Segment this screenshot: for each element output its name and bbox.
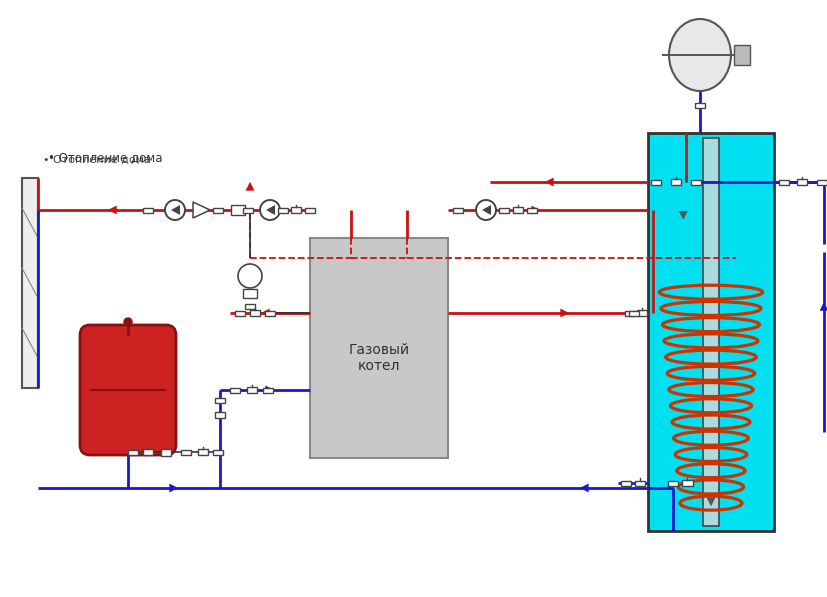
Bar [235, 310, 245, 315]
Bar [278, 208, 288, 213]
Bar [670, 179, 681, 184]
Bar [512, 207, 523, 213]
Bar [636, 310, 647, 316]
Bar [796, 179, 806, 184]
Bar [231, 205, 245, 215]
Bar [499, 208, 509, 213]
Bar [198, 450, 208, 455]
Circle shape [124, 318, 131, 326]
Bar [304, 208, 314, 213]
Bar [215, 398, 225, 402]
Bar [265, 310, 275, 315]
Bar [242, 288, 256, 297]
Bar [778, 180, 788, 184]
Bar [242, 208, 253, 213]
Bar [691, 180, 700, 184]
Bar [230, 387, 240, 392]
Bar [629, 310, 638, 315]
Bar [263, 387, 273, 392]
Bar [650, 180, 660, 184]
Bar [214, 413, 225, 418]
FancyBboxPatch shape [80, 325, 176, 455]
Bar [681, 481, 691, 486]
Bar [624, 310, 634, 315]
Bar [733, 45, 749, 65]
Polygon shape [193, 202, 210, 218]
Bar [160, 448, 171, 456]
Bar [667, 481, 677, 485]
Bar [816, 180, 826, 184]
Bar [526, 208, 537, 213]
Bar [452, 208, 462, 213]
Bar [245, 303, 255, 309]
Text: Газовый
котел: Газовый котел [348, 343, 409, 373]
Bar [694, 103, 704, 107]
Bar [213, 450, 222, 454]
Bar [246, 387, 257, 393]
Bar [143, 208, 153, 213]
Bar [648, 133, 773, 531]
Text: • Отопление дома: • Отопление дома [48, 152, 162, 165]
Bar [633, 481, 644, 486]
Circle shape [165, 200, 184, 220]
Bar [142, 450, 153, 455]
Bar [249, 310, 260, 316]
Bar [290, 207, 301, 213]
Circle shape [237, 264, 261, 288]
Polygon shape [171, 205, 179, 215]
Bar [702, 138, 718, 526]
Bar [309, 238, 447, 458]
Text: • Отопление дома: • Отопление дома [43, 155, 151, 165]
Bar [22, 178, 38, 388]
Ellipse shape [668, 19, 730, 91]
Polygon shape [265, 205, 275, 215]
Circle shape [260, 200, 280, 220]
Bar [620, 481, 630, 486]
Bar [128, 450, 138, 454]
Bar [213, 208, 222, 213]
Circle shape [476, 200, 495, 220]
Polygon shape [481, 205, 490, 215]
Bar [181, 450, 191, 454]
